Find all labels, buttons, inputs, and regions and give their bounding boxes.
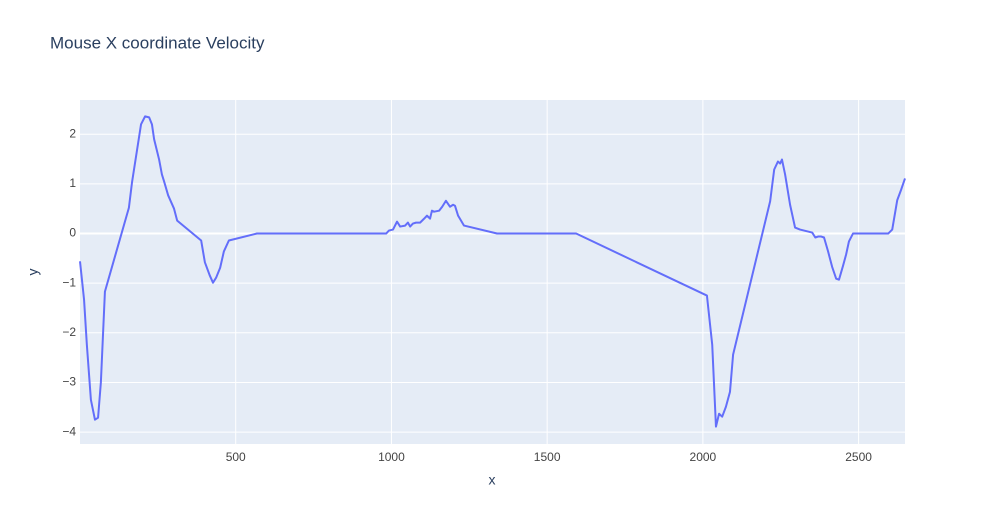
- line: [79, 115, 906, 428]
- y-tick-label: −2: [62, 325, 76, 339]
- y-tick-label: −3: [62, 375, 76, 389]
- y-tick-label: 0: [69, 226, 76, 240]
- y-tick-label: −1: [62, 275, 76, 289]
- plot-area: [80, 100, 905, 444]
- x-tick-label: 2500: [845, 450, 872, 464]
- x-tick-label: 1000: [378, 450, 405, 464]
- x-tick-label: 500: [226, 450, 246, 464]
- chart-title: Mouse X coordinate Velocity: [50, 33, 265, 52]
- x-tick-label: 2000: [690, 450, 717, 464]
- y-axis-title: y: [25, 269, 41, 276]
- x-axis-title: x: [489, 472, 496, 488]
- y-tick-label: −4: [62, 424, 76, 438]
- y-tick-label: 2: [69, 126, 76, 140]
- y-tick-label: 1: [69, 176, 76, 190]
- x-tick-label: 1500: [534, 450, 561, 464]
